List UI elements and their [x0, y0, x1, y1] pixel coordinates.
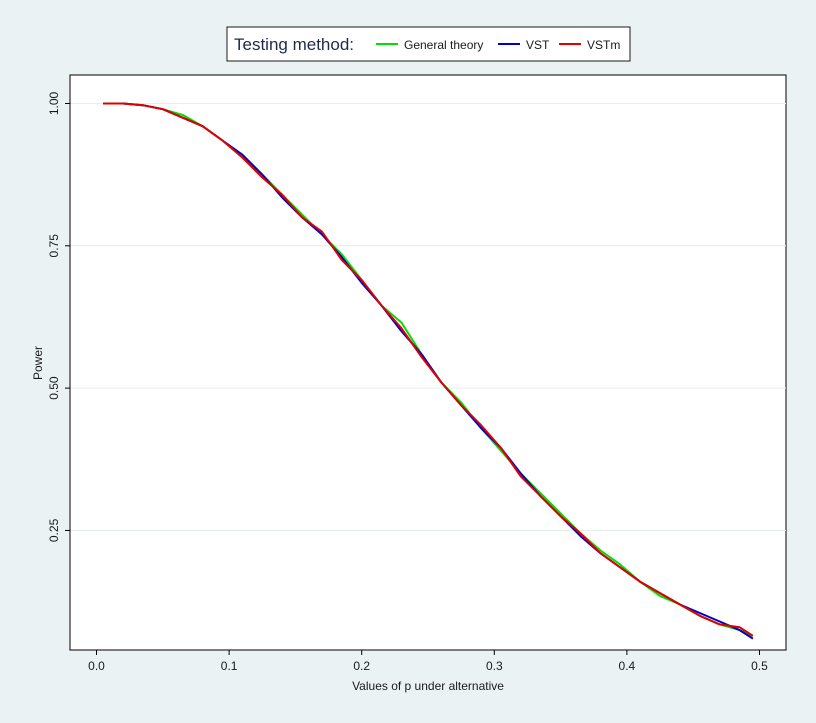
series-line-vstm	[103, 102, 754, 637]
x-tick-label: 0.2	[353, 659, 370, 673]
axes	[69, 75, 786, 651]
y-tick-label: 1.00	[47, 91, 61, 115]
x-axis-title: Values of p under alternative	[352, 679, 504, 693]
x-tick-label: 0.4	[619, 659, 636, 673]
legend-item-label: VST	[526, 38, 550, 52]
ticks: 0.25 0.50 0.75 1.00 0.0 0.1 0.2 0.3 0.4 0.5	[47, 91, 768, 673]
series-lines	[103, 102, 754, 640]
y-tick-label: 0.75	[47, 234, 61, 258]
legend-item-label: General theory	[404, 38, 483, 52]
x-tick-label: 0.1	[221, 659, 238, 673]
y-tick-label: 0.25	[47, 518, 61, 542]
legend-items: General theory VST VSTm	[376, 38, 620, 52]
legend-item-label: VSTm	[587, 38, 620, 52]
x-tick-label: 0.3	[486, 659, 503, 673]
grid-lines	[70, 102, 786, 531]
y-axis-title: Power	[31, 346, 45, 380]
y-tick-label: 0.50	[47, 376, 61, 400]
legend-title: Testing method:	[234, 35, 354, 54]
x-tick-label: 0.5	[751, 659, 768, 673]
legend: Testing method: General theory VST VSTm	[226, 26, 631, 62]
x-tick-label: 0.0	[88, 659, 105, 673]
